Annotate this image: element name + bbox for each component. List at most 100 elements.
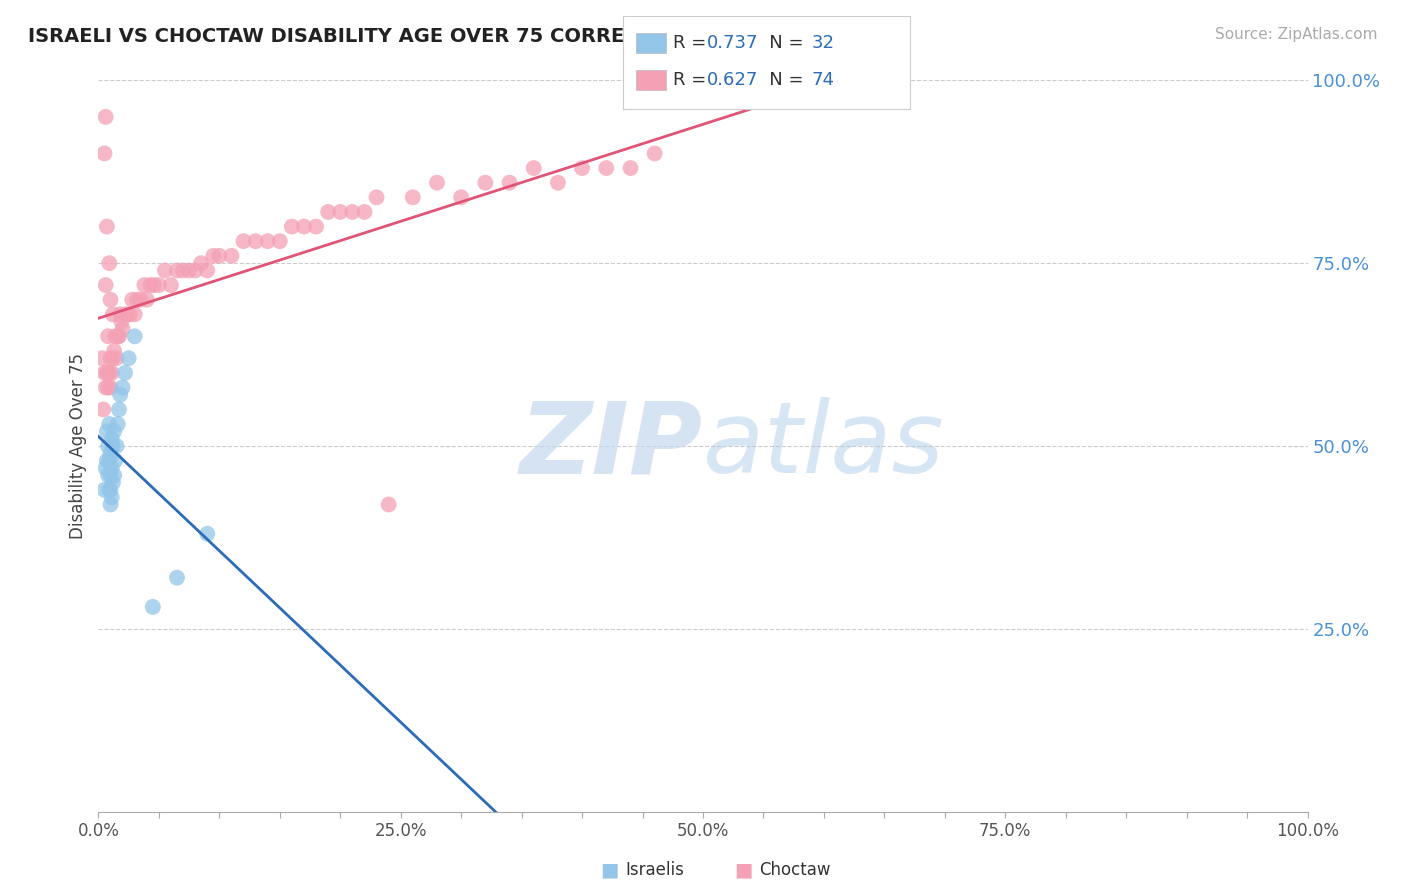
Point [94,110,117,124]
Point [100,468,122,483]
Point [121,293,143,307]
Point [108,329,131,343]
Point [107,329,129,343]
Point [96,425,118,439]
Point [100,293,122,307]
Point [98,453,121,467]
Point [366,190,388,204]
Point [103,425,125,439]
Text: 0.737: 0.737 [707,34,759,52]
Text: ISRAELI VS CHOCTAW DISABILITY AGE OVER 75 CORRELATION CHART: ISRAELI VS CHOCTAW DISABILITY AGE OVER 7… [28,27,783,45]
Text: R =: R = [673,34,713,52]
Point [97,439,120,453]
Point [142,599,165,614]
Text: Israelis: Israelis [626,861,685,879]
Text: 74: 74 [811,71,834,89]
Point [100,446,122,460]
Point [100,380,122,394]
Point [166,263,188,277]
Point [101,307,124,321]
Point [101,351,124,366]
Point [377,498,399,512]
Point [595,161,617,175]
Point [153,263,176,277]
Point [143,278,166,293]
Point [316,205,339,219]
Text: Choctaw: Choctaw [759,861,831,879]
Point [124,307,146,321]
Point [179,263,201,277]
Point [166,571,188,585]
Point [118,351,141,366]
Point [195,263,218,277]
Point [281,219,304,234]
Point [98,483,121,497]
Point [97,329,120,343]
Point [269,234,291,248]
Point [118,307,141,321]
Point [103,343,125,358]
Point [172,263,194,277]
Text: R =: R = [673,71,713,89]
Point [93,146,115,161]
Point [94,380,117,394]
Point [353,205,375,219]
Point [100,351,122,366]
Point [96,219,118,234]
Point [498,176,520,190]
Point [93,483,115,497]
Point [100,498,122,512]
Point [104,329,127,343]
Text: ■: ■ [734,860,752,880]
Point [91,351,114,366]
Point [124,329,146,343]
Point [111,380,134,394]
Point [100,432,122,446]
Point [342,205,364,219]
Point [98,366,121,380]
Point [107,417,129,431]
Point [101,475,124,490]
Point [305,219,328,234]
Text: N =: N = [752,71,810,89]
Point [329,205,352,219]
Point [94,278,117,293]
Point [104,453,127,467]
Point [91,402,114,417]
Point [105,351,128,366]
Point [100,483,122,497]
Point [114,307,136,321]
Point [195,526,218,541]
Y-axis label: Disability Age Over 75: Disability Age Over 75 [69,353,87,539]
Point [135,293,157,307]
Point [202,249,225,263]
Point [108,307,131,321]
Point [97,468,120,483]
Point [105,439,128,453]
Point [402,190,425,204]
Point [100,366,122,380]
Point [96,366,118,380]
Point [94,461,117,475]
Text: ■: ■ [600,860,619,880]
Point [245,234,267,248]
Point [100,490,122,504]
Point [523,161,546,175]
Text: Source: ZipAtlas.com: Source: ZipAtlas.com [1215,27,1378,42]
Point [619,161,641,175]
Text: atlas: atlas [703,398,945,494]
Point [114,366,136,380]
Point [100,461,122,475]
Point [111,322,134,336]
Point [571,161,593,175]
Text: N =: N = [752,34,810,52]
Point [97,380,120,394]
Point [426,176,449,190]
Point [134,278,156,293]
Point [101,439,124,453]
Point [292,219,315,234]
Point [127,293,149,307]
Point [98,256,121,270]
Point [221,249,243,263]
Point [110,315,132,329]
